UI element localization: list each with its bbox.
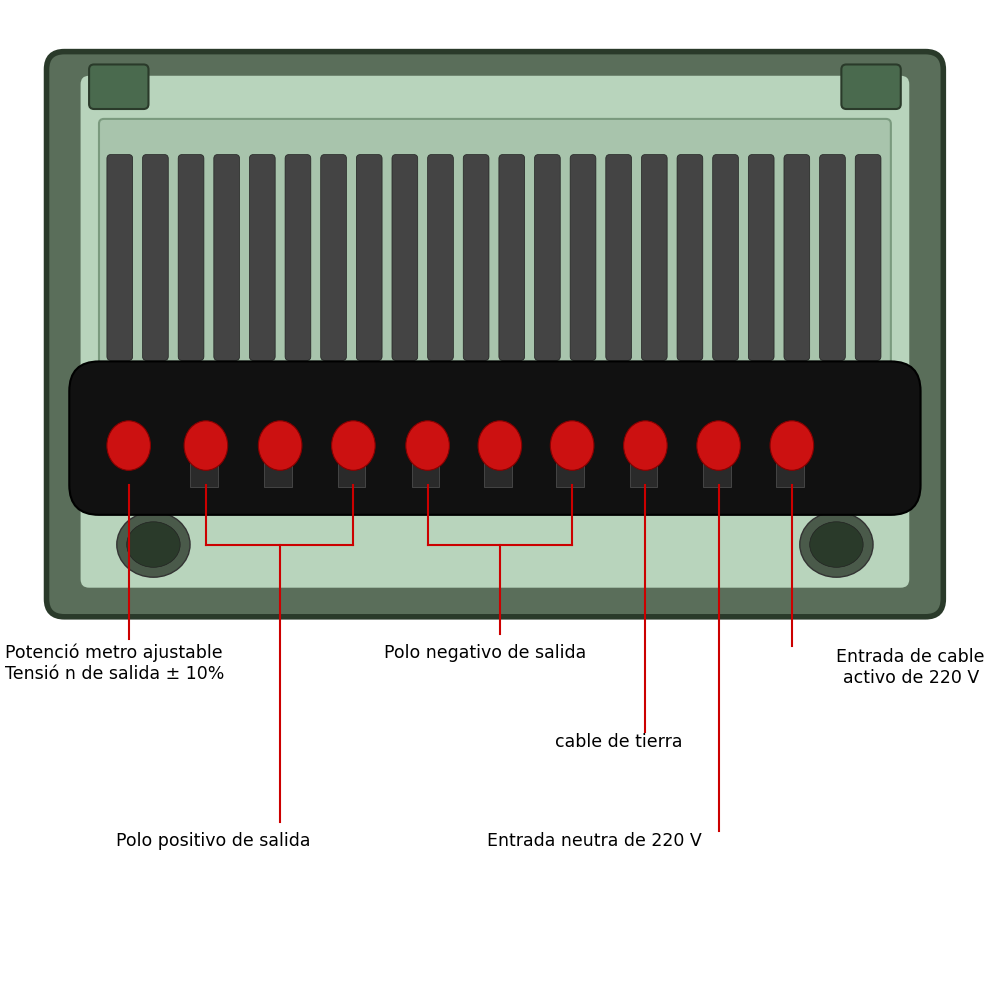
FancyBboxPatch shape <box>89 64 148 109</box>
FancyBboxPatch shape <box>264 450 292 487</box>
Ellipse shape <box>127 522 180 567</box>
FancyBboxPatch shape <box>463 155 489 360</box>
FancyBboxPatch shape <box>79 74 911 589</box>
Text: Polo positivo de salida: Polo positivo de salida <box>116 832 310 850</box>
FancyBboxPatch shape <box>776 450 804 487</box>
Ellipse shape <box>697 421 740 470</box>
Ellipse shape <box>800 512 873 577</box>
FancyBboxPatch shape <box>606 155 632 360</box>
FancyBboxPatch shape <box>820 155 845 360</box>
Ellipse shape <box>117 512 190 577</box>
FancyBboxPatch shape <box>190 450 218 487</box>
Text: Potenció metro ajustable
Tensió n de salida ± 10%: Potenció metro ajustable Tensió n de sal… <box>5 644 224 683</box>
FancyBboxPatch shape <box>143 155 168 360</box>
Ellipse shape <box>810 522 863 567</box>
Ellipse shape <box>550 421 594 470</box>
FancyBboxPatch shape <box>641 155 667 360</box>
FancyBboxPatch shape <box>841 64 901 109</box>
FancyBboxPatch shape <box>321 155 346 360</box>
Text: Entrada de cable
activo de 220 V: Entrada de cable activo de 220 V <box>836 648 985 687</box>
Ellipse shape <box>770 421 814 470</box>
Ellipse shape <box>478 421 522 470</box>
Ellipse shape <box>624 421 667 470</box>
FancyBboxPatch shape <box>499 155 525 360</box>
Ellipse shape <box>107 421 150 470</box>
Text: cable de tierra: cable de tierra <box>555 733 682 751</box>
Ellipse shape <box>332 421 375 470</box>
FancyBboxPatch shape <box>356 155 382 360</box>
FancyBboxPatch shape <box>570 155 596 360</box>
FancyBboxPatch shape <box>412 450 439 487</box>
FancyBboxPatch shape <box>677 155 703 360</box>
Text: Entrada neutra de 220 V: Entrada neutra de 220 V <box>487 832 701 850</box>
FancyBboxPatch shape <box>178 155 204 360</box>
Text: Polo negativo de salida: Polo negativo de salida <box>384 644 586 662</box>
Ellipse shape <box>184 421 228 470</box>
FancyBboxPatch shape <box>748 155 774 360</box>
FancyBboxPatch shape <box>630 450 657 487</box>
FancyBboxPatch shape <box>99 119 891 386</box>
FancyBboxPatch shape <box>784 155 810 360</box>
FancyBboxPatch shape <box>214 155 240 360</box>
FancyBboxPatch shape <box>428 155 453 360</box>
FancyBboxPatch shape <box>703 450 731 487</box>
FancyBboxPatch shape <box>392 155 418 360</box>
FancyBboxPatch shape <box>535 155 560 360</box>
FancyBboxPatch shape <box>338 450 365 487</box>
Ellipse shape <box>406 421 449 470</box>
FancyBboxPatch shape <box>47 52 943 617</box>
Ellipse shape <box>258 421 302 470</box>
FancyBboxPatch shape <box>556 450 584 487</box>
FancyBboxPatch shape <box>484 450 512 487</box>
FancyBboxPatch shape <box>249 155 275 360</box>
FancyBboxPatch shape <box>855 155 881 360</box>
FancyBboxPatch shape <box>107 155 133 360</box>
FancyBboxPatch shape <box>713 155 738 360</box>
FancyBboxPatch shape <box>285 155 311 360</box>
FancyBboxPatch shape <box>69 361 921 515</box>
